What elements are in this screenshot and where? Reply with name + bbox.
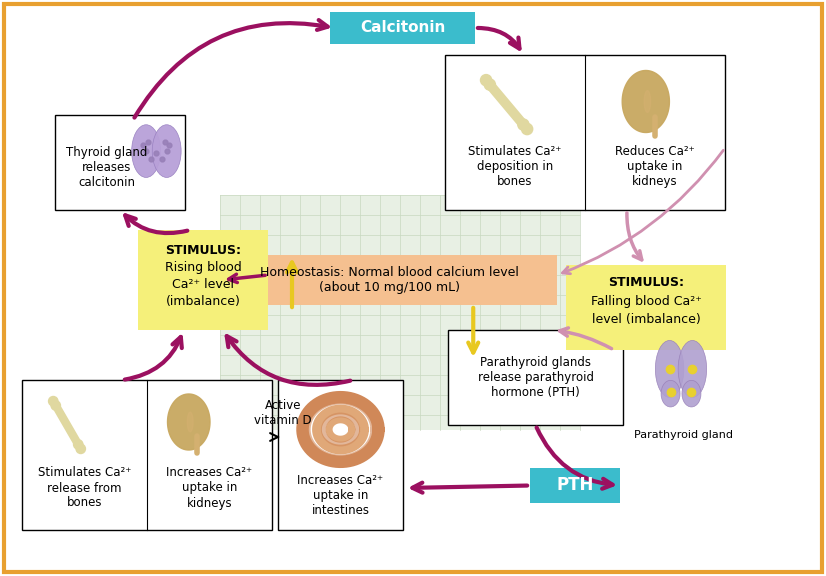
Text: Stimulates Ca²⁺
deposition in
bones: Stimulates Ca²⁺ deposition in bones [468,145,562,188]
FancyBboxPatch shape [220,195,580,430]
Text: PTH: PTH [557,476,594,495]
FancyBboxPatch shape [222,255,557,305]
FancyBboxPatch shape [530,468,620,503]
Polygon shape [644,90,651,112]
Ellipse shape [521,123,534,135]
FancyBboxPatch shape [278,380,403,530]
Ellipse shape [661,380,680,407]
Text: Increases Ca²⁺
uptake in
kidneys: Increases Ca²⁺ uptake in kidneys [166,467,253,510]
Text: Ca²⁺ level: Ca²⁺ level [172,279,234,291]
Ellipse shape [655,340,684,397]
Ellipse shape [131,125,160,177]
Text: Parathyroid glands
release parathyroid
hormone (PTH): Parathyroid glands release parathyroid h… [477,356,594,399]
Polygon shape [168,394,210,450]
Text: Active
vitamin D: Active vitamin D [254,399,311,427]
Ellipse shape [682,380,701,407]
Ellipse shape [50,400,61,411]
Text: STIMULUS:: STIMULUS: [165,244,241,256]
Text: (imbalance): (imbalance) [165,295,240,309]
Text: Homeostasis: Normal blood calcium level
(about 10 mg/100 mL): Homeostasis: Normal blood calcium level … [260,266,519,294]
Ellipse shape [48,396,59,407]
Text: Stimulates Ca²⁺
release from
bones: Stimulates Ca²⁺ release from bones [38,467,131,510]
Ellipse shape [678,340,707,397]
Text: Parathyroid gland: Parathyroid gland [634,430,733,440]
Ellipse shape [152,125,181,177]
Ellipse shape [480,74,492,86]
Polygon shape [188,412,193,432]
FancyBboxPatch shape [566,265,726,350]
Text: Falling blood Ca²⁺: Falling blood Ca²⁺ [591,294,701,308]
Ellipse shape [75,444,86,454]
FancyBboxPatch shape [330,12,475,44]
Text: Reduces Ca²⁺
uptake in
kidneys: Reduces Ca²⁺ uptake in kidneys [615,145,695,188]
FancyBboxPatch shape [4,4,822,572]
Text: Calcitonin: Calcitonin [360,21,445,36]
Ellipse shape [73,439,83,450]
Ellipse shape [483,78,496,91]
FancyBboxPatch shape [448,330,623,425]
Text: Increases Ca²⁺
uptake in
intestines: Increases Ca²⁺ uptake in intestines [297,474,383,517]
FancyBboxPatch shape [22,380,272,530]
Text: level (imbalance): level (imbalance) [591,313,700,325]
Text: Rising blood: Rising blood [164,262,241,275]
Text: Thyroid gland
releases
calcitonin: Thyroid gland releases calcitonin [66,146,148,189]
FancyBboxPatch shape [445,55,725,210]
FancyBboxPatch shape [55,115,185,210]
Ellipse shape [517,118,529,131]
Text: STIMULUS:: STIMULUS: [608,276,684,290]
Polygon shape [622,70,669,132]
FancyBboxPatch shape [138,230,268,330]
